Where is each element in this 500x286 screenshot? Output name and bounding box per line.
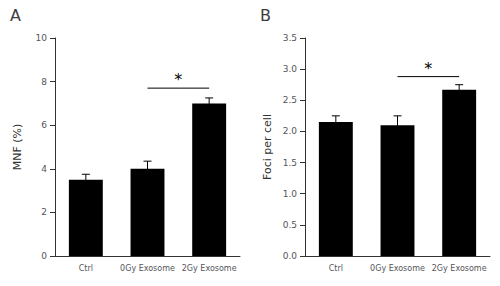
svg-text:B: B — [260, 6, 271, 25]
svg-text:10: 10 — [36, 33, 48, 43]
svg-text:0Gy Exosome: 0Gy Exosome — [120, 264, 175, 273]
svg-text:4: 4 — [41, 164, 47, 174]
svg-text:8: 8 — [41, 77, 47, 87]
svg-text:*: * — [174, 70, 182, 89]
svg-text:Ctrl: Ctrl — [329, 264, 343, 273]
svg-text:0.0: 0.0 — [283, 251, 298, 261]
svg-text:2.0: 2.0 — [283, 126, 298, 136]
svg-text:MNF (%): MNF (%) — [11, 124, 24, 171]
svg-text:2Gy Exosome: 2Gy Exosome — [182, 264, 237, 273]
svg-text:2: 2 — [41, 207, 47, 217]
svg-text:*: * — [424, 59, 432, 78]
svg-text:1.0: 1.0 — [283, 189, 298, 199]
svg-text:1.5: 1.5 — [283, 158, 297, 168]
svg-text:3.0: 3.0 — [283, 64, 298, 74]
svg-text:0.5: 0.5 — [283, 220, 297, 230]
svg-text:3.5: 3.5 — [283, 33, 297, 43]
svg-text:0Gy Exosome: 0Gy Exosome — [370, 264, 425, 273]
svg-text:Foci per cell: Foci per cell — [261, 114, 274, 180]
svg-text:2Gy Exosome: 2Gy Exosome — [432, 264, 487, 273]
svg-text:6: 6 — [41, 120, 47, 130]
svg-text:A: A — [10, 6, 21, 25]
svg-text:2.5: 2.5 — [283, 95, 297, 105]
svg-text:Ctrl: Ctrl — [79, 264, 93, 273]
svg-text:0: 0 — [41, 251, 47, 261]
